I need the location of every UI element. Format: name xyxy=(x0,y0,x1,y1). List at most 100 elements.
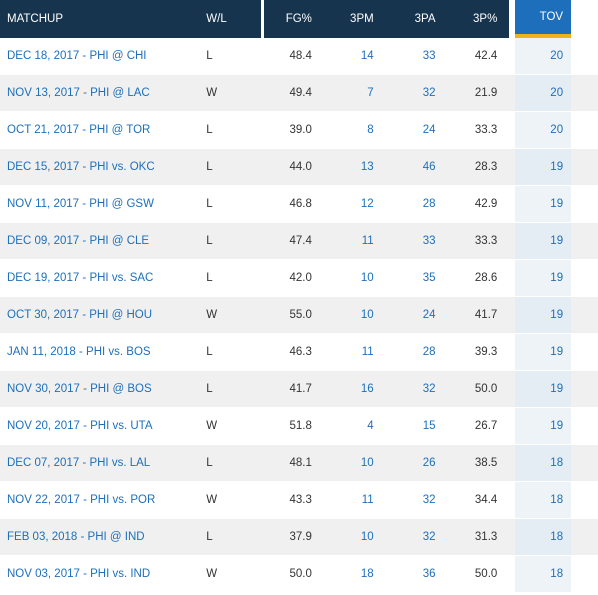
tov-cell[interactable]: 18 xyxy=(515,519,572,555)
table-row: DEC 09, 2017 - PHI @ CLE L 47.4 11 33 33.3 19 xyxy=(0,223,598,260)
tov-cell[interactable]: 18 xyxy=(515,556,572,592)
matchup-link[interactable]: NOV 30, 2017 - PHI @ BOS xyxy=(7,383,152,395)
3p-pct-cell: 42.4 xyxy=(474,50,498,62)
fg-pct-cell: 48.4 xyxy=(289,50,312,62)
column-header-matchup[interactable]: MATCHUP xyxy=(0,0,200,38)
fg-pct-cell: 43.3 xyxy=(289,494,312,506)
wl-cell: L xyxy=(206,457,213,469)
column-header-tov-sorted[interactable]: TOV xyxy=(515,0,572,38)
matchup-link[interactable]: FEB 03, 2018 - PHI @ IND xyxy=(7,531,145,543)
3pa-cell[interactable]: 33 xyxy=(422,235,436,247)
3pm-cell[interactable]: 4 xyxy=(367,420,374,432)
matchup-link[interactable]: DEC 18, 2017 - PHI @ CHI xyxy=(7,50,147,62)
wl-cell: W xyxy=(206,87,218,99)
table-row: FEB 03, 2018 - PHI @ IND L 37.9 10 32 31.3 18 xyxy=(0,519,598,556)
tov-cell[interactable]: 19 xyxy=(515,334,572,370)
tov-cell[interactable]: 18 xyxy=(515,482,572,518)
3pm-cell[interactable]: 18 xyxy=(360,568,374,580)
tov-cell[interactable]: 19 xyxy=(515,297,572,333)
3pm-cell[interactable]: 11 xyxy=(361,346,374,358)
3pa-cell[interactable]: 32 xyxy=(422,87,436,99)
3pa-cell[interactable]: 26 xyxy=(422,457,436,469)
matchup-link[interactable]: NOV 03, 2017 - PHI vs. IND xyxy=(7,568,151,580)
matchup-link[interactable]: OCT 30, 2017 - PHI @ HOU xyxy=(7,309,153,321)
3pa-cell[interactable]: 46 xyxy=(422,161,436,173)
tov-cell[interactable]: 19 xyxy=(515,408,572,444)
3pm-cell[interactable]: 16 xyxy=(360,383,374,395)
fg-pct-cell: 55.0 xyxy=(289,309,312,321)
tov-cell[interactable]: 19 xyxy=(515,186,572,222)
matchup-link[interactable]: DEC 15, 2017 - PHI vs. OKC xyxy=(7,161,155,173)
3pa-cell[interactable]: 36 xyxy=(422,568,436,580)
table-row: NOV 03, 2017 - PHI vs. IND W 50.0 18 36 50.0 1… xyxy=(0,556,598,593)
3pm-cell[interactable]: 13 xyxy=(360,161,374,173)
3p-pct-cell: 31.3 xyxy=(474,531,498,543)
3pa-cell[interactable]: 33 xyxy=(422,50,436,62)
fg-pct-cell: 41.7 xyxy=(289,383,312,395)
3pm-cell[interactable]: 10 xyxy=(360,531,374,543)
matchup-link[interactable]: NOV 11, 2017 - PHI @ GSW xyxy=(7,198,154,210)
table-row: DEC 07, 2017 - PHI vs. LAL L 48.1 10 26 38.5 1… xyxy=(0,445,598,482)
matchup-link[interactable]: DEC 07, 2017 - PHI vs. LAL xyxy=(7,457,151,469)
cell-spacer xyxy=(571,38,598,74)
wl-cell: L xyxy=(206,383,213,395)
matchup-link[interactable]: JAN 11, 2018 - PHI vs. BOS xyxy=(7,346,151,358)
3pm-cell[interactable]: 10 xyxy=(360,272,374,284)
3pa-cell[interactable]: 35 xyxy=(422,272,436,284)
matchup-link[interactable]: NOV 22, 2017 - PHI vs. POR xyxy=(7,494,156,506)
matchup-link[interactable]: NOV 20, 2017 - PHI vs. UTA xyxy=(7,420,153,432)
3pa-cell[interactable]: 24 xyxy=(422,309,436,321)
3p-pct-cell: 42.9 xyxy=(474,198,498,210)
table-row: NOV 11, 2017 - PHI @ GSW L 46.8 12 28 42.9 19 xyxy=(0,186,598,223)
tov-cell[interactable]: 19 xyxy=(515,149,572,185)
3pm-cell[interactable]: 7 xyxy=(367,87,374,99)
wl-cell: L xyxy=(206,161,213,173)
cell-spacer xyxy=(571,223,598,259)
3pa-cell[interactable]: 32 xyxy=(422,494,436,506)
3pa-cell[interactable]: 28 xyxy=(422,198,436,210)
cell-spacer xyxy=(571,556,598,592)
3pm-cell[interactable]: 10 xyxy=(360,309,374,321)
column-header-3pa[interactable]: 3PA xyxy=(380,0,443,38)
table-body: DEC 18, 2017 - PHI @ CHI L 48.4 14 33 42.4 20 N… xyxy=(0,38,598,593)
tov-cell[interactable]: 20 xyxy=(515,112,572,148)
cell-spacer xyxy=(571,75,598,111)
matchup-link[interactable]: OCT 21, 2017 - PHI @ TOR xyxy=(7,124,151,136)
3pm-cell[interactable]: 14 xyxy=(360,50,374,62)
fg-pct-cell: 47.4 xyxy=(289,235,312,247)
tov-cell[interactable]: 18 xyxy=(515,445,572,481)
fg-pct-cell: 44.0 xyxy=(289,161,312,173)
fg-pct-cell: 51.8 xyxy=(289,420,312,432)
column-header-3p-pct[interactable]: 3P% xyxy=(442,0,505,38)
table-row: NOV 13, 2017 - PHI @ LAC W 49.4 7 32 21.9 20 xyxy=(0,75,598,112)
3pm-cell[interactable]: 11 xyxy=(361,494,374,506)
3p-pct-cell: 34.4 xyxy=(474,494,498,506)
table-row: DEC 19, 2017 - PHI vs. SAC L 42.0 10 35 28.6 1… xyxy=(0,260,598,297)
3pm-cell[interactable]: 12 xyxy=(360,198,374,210)
tov-cell[interactable]: 19 xyxy=(515,371,572,407)
column-header-wl[interactable]: W/L xyxy=(199,0,262,38)
3pm-cell[interactable]: 10 xyxy=(360,457,374,469)
3pa-cell[interactable]: 32 xyxy=(422,531,436,543)
tov-cell[interactable]: 20 xyxy=(515,75,572,111)
column-header-fg-pct[interactable]: FG% xyxy=(264,0,319,38)
tov-cell[interactable]: 19 xyxy=(515,223,572,259)
3pa-cell[interactable]: 15 xyxy=(422,420,436,432)
3pa-cell[interactable]: 24 xyxy=(422,124,436,136)
3pm-cell[interactable]: 8 xyxy=(367,124,374,136)
wl-cell: L xyxy=(206,272,213,284)
3pa-cell[interactable]: 32 xyxy=(422,383,436,395)
matchup-link[interactable]: NOV 13, 2017 - PHI @ LAC xyxy=(7,87,150,99)
column-header-3pm[interactable]: 3PM xyxy=(318,0,381,38)
3p-pct-cell: 33.3 xyxy=(474,235,498,247)
tov-cell[interactable]: 19 xyxy=(515,260,572,296)
3p-pct-cell: 28.3 xyxy=(474,161,498,173)
cell-spacer xyxy=(571,408,598,444)
table-row: NOV 22, 2017 - PHI vs. POR W 43.3 11 32 34.4 1… xyxy=(0,482,598,519)
3pm-cell[interactable]: 11 xyxy=(361,235,374,247)
matchup-link[interactable]: DEC 09, 2017 - PHI @ CLE xyxy=(7,235,150,247)
matchup-link[interactable]: DEC 19, 2017 - PHI vs. SAC xyxy=(7,272,154,284)
tov-cell[interactable]: 20 xyxy=(515,38,572,74)
3pa-cell[interactable]: 28 xyxy=(422,346,436,358)
